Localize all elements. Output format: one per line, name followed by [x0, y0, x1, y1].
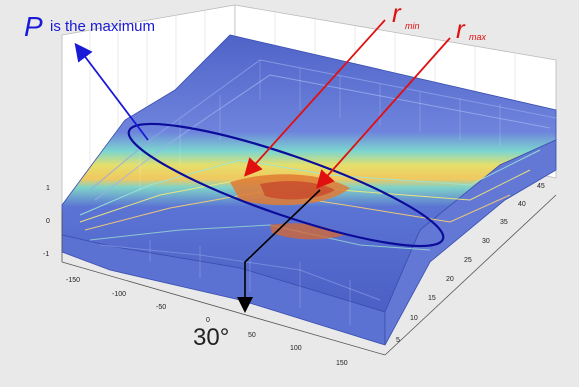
y-tick-label: 5 [396, 337, 400, 344]
p-letter: P [24, 11, 43, 42]
r-max-base: r [456, 14, 466, 44]
angle-label: 30° [193, 324, 229, 351]
y-tick-label: 45 [537, 183, 545, 190]
surface-texture [139, 60, 501, 325]
r-max-sub: max [469, 32, 487, 42]
r-min-base: r [392, 0, 402, 28]
y-tick-label: 15 [428, 295, 436, 302]
z-axis-ticks: 1 0 -1 [43, 185, 50, 258]
z-tick-label: 0 [46, 218, 50, 225]
p-description: is the maximum [50, 18, 155, 35]
y-tick-label: 25 [464, 257, 472, 264]
r-min-arrow [243, 19, 386, 177]
x-tick-label: -150 [66, 277, 80, 284]
x-axis-ticks: -150 -100 -50 0 50 100 150 [66, 277, 348, 367]
x-tick-label: -50 [156, 304, 166, 311]
r-max-annotation: r max [456, 14, 487, 44]
x-tick-label: 0 [206, 317, 210, 324]
axis-edges [61, 194, 557, 356]
z-tick-label: 1 [46, 185, 50, 192]
angle-arrow [237, 189, 321, 313]
y-tick-label: 20 [446, 276, 454, 283]
x-tick-label: 150 [336, 360, 348, 367]
surface-right-side [384, 139, 557, 346]
y-tick-label: 10 [410, 315, 418, 322]
z-tick-label: -1 [43, 251, 49, 258]
p-arrow [74, 42, 149, 141]
y-tick-label: 40 [518, 201, 526, 208]
r-min-annotation: r min [392, 0, 420, 31]
y-tick-label: 35 [500, 219, 508, 226]
r-max-arrow [316, 37, 451, 189]
p-annotation: P is the maximum [24, 11, 155, 42]
r-min-sub: min [405, 21, 420, 31]
maximum-ellipse [127, 122, 445, 248]
x-tick-label: 100 [290, 345, 302, 352]
x-tick-label: -100 [112, 291, 126, 298]
y-axis-ticks: 45 40 35 30 25 20 15 10 5 [396, 183, 545, 344]
y-tick-label: 30 [482, 238, 490, 245]
x-tick-label: 50 [248, 332, 256, 339]
